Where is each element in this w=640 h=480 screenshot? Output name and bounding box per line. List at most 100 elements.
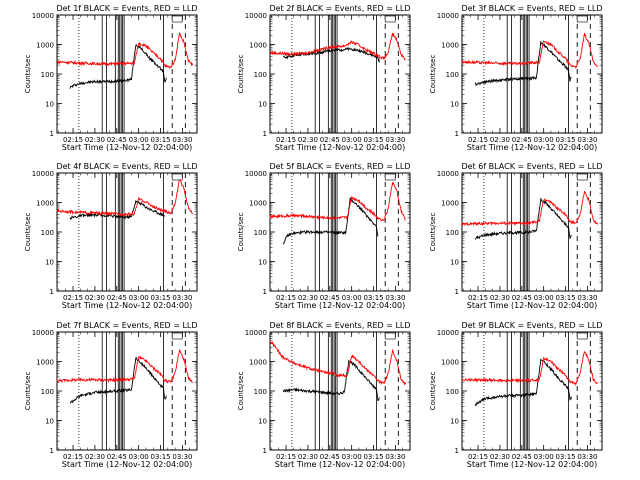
chart-panel-1: Det 1f BLACK = Events, RED = LLD Start Ti… bbox=[24, 4, 198, 152]
y-axis-label: Counts/sec bbox=[237, 213, 245, 252]
y-tick-label: 10 bbox=[45, 259, 54, 267]
x-tick-label: 02:30 bbox=[85, 294, 105, 302]
chart-title: Det 8f BLACK = Events, RED = LLD bbox=[269, 321, 410, 330]
chart-panel-9: Det 9f BLACK = Events, RED = LLD Start Ti… bbox=[429, 321, 603, 469]
saa-marker-box bbox=[171, 15, 183, 23]
x-tick-label: 03:30 bbox=[577, 294, 597, 302]
series-line-lld bbox=[56, 32, 194, 70]
chart-title: Det 3f BLACK = Events, RED = LLD bbox=[461, 4, 602, 13]
x-axis-label: Start Time (12-Nov-12 02:04:00) bbox=[467, 460, 597, 469]
x-tick-label: 03:00 bbox=[342, 136, 362, 144]
x-tick-label: 03:30 bbox=[385, 294, 405, 302]
y-tick-label: 1000 bbox=[441, 200, 459, 208]
y-tick-label: 100 bbox=[254, 388, 267, 396]
x-tick-label: 02:15 bbox=[276, 136, 296, 144]
x-axis-label: Start Time (12-Nov-12 02:04:00) bbox=[467, 301, 597, 310]
y-tick-label: 10 bbox=[450, 418, 459, 426]
series-line-events bbox=[282, 360, 380, 401]
x-tick-label: 02:30 bbox=[490, 136, 510, 144]
x-tick-label: 02:30 bbox=[298, 136, 318, 144]
y-tick-label: 100 bbox=[446, 229, 459, 237]
y-tick-label: 1 bbox=[455, 288, 459, 296]
y-tick-label: 1 bbox=[263, 288, 267, 296]
saa-marker-box bbox=[384, 15, 396, 23]
chart-title: Det 1f BLACK = Events, RED = LLD bbox=[56, 4, 197, 13]
y-tick-label: 1 bbox=[263, 130, 267, 138]
y-tick-label: 10000 bbox=[32, 12, 54, 20]
x-tick-label: 03:15 bbox=[150, 453, 170, 461]
y-tick-label: 10000 bbox=[32, 170, 54, 178]
saa-marker-box bbox=[171, 332, 183, 340]
x-tick-label: 03:30 bbox=[172, 136, 192, 144]
y-tick-label: 1 bbox=[50, 447, 54, 455]
y-tick-label: 10 bbox=[450, 101, 459, 109]
y-tick-label: 10000 bbox=[437, 329, 459, 337]
x-tick-label: 03:00 bbox=[129, 294, 149, 302]
x-axis-label: Start Time (12-Nov-12 02:04:00) bbox=[467, 143, 597, 152]
series-line-events bbox=[283, 46, 380, 63]
y-tick-label: 1000 bbox=[249, 359, 267, 367]
x-tick-label: 02:45 bbox=[512, 294, 532, 302]
x-tick-label: 02:15 bbox=[468, 136, 488, 144]
plot-frame bbox=[461, 331, 603, 451]
series-line-lld bbox=[56, 179, 194, 217]
y-tick-label: 1 bbox=[263, 447, 267, 455]
y-tick-label: 100 bbox=[446, 388, 459, 396]
series-line-events bbox=[474, 197, 572, 240]
y-tick-label: 1000 bbox=[36, 200, 54, 208]
chart-title: Det 7f BLACK = Events, RED = LLD bbox=[56, 321, 197, 330]
x-tick-label: 03:30 bbox=[385, 136, 405, 144]
plot-frame bbox=[56, 14, 198, 134]
plot-frame bbox=[461, 14, 603, 134]
series-line-events bbox=[474, 41, 572, 87]
y-axis-label: Counts/sec bbox=[24, 55, 32, 94]
y-tick-label: 100 bbox=[41, 229, 54, 237]
y-tick-label: 1000 bbox=[36, 359, 54, 367]
x-tick-label: 03:30 bbox=[577, 453, 597, 461]
y-tick-label: 100 bbox=[446, 71, 459, 79]
x-tick-label: 02:45 bbox=[512, 453, 532, 461]
x-tick-label: 03:15 bbox=[555, 453, 575, 461]
x-tick-label: 02:30 bbox=[85, 136, 105, 144]
x-tick-label: 02:15 bbox=[468, 294, 488, 302]
y-tick-label: 1 bbox=[50, 130, 54, 138]
chart-panel-4: Det 4f BLACK = Events, RED = LLD Start Ti… bbox=[24, 162, 198, 310]
y-tick-label: 100 bbox=[41, 388, 54, 396]
saa-marker-box bbox=[576, 332, 588, 340]
y-axis-label: Counts/sec bbox=[429, 213, 437, 252]
y-axis-label: Counts/sec bbox=[24, 372, 32, 411]
series-line-events bbox=[69, 356, 167, 404]
x-tick-label: 03:15 bbox=[555, 294, 575, 302]
x-tick-label: 03:15 bbox=[363, 294, 383, 302]
x-tick-label: 02:15 bbox=[63, 294, 83, 302]
y-tick-label: 1 bbox=[455, 130, 459, 138]
y-tick-label: 1000 bbox=[36, 42, 54, 50]
chart-title: Det 2f BLACK = Events, RED = LLD bbox=[269, 4, 410, 13]
x-tick-label: 03:15 bbox=[363, 453, 383, 461]
series-line-events bbox=[69, 43, 167, 89]
x-tick-label: 02:45 bbox=[320, 136, 340, 144]
x-axis-label: Start Time (12-Nov-12 02:04:00) bbox=[62, 301, 192, 310]
x-tick-label: 02:30 bbox=[298, 453, 318, 461]
plot-frame bbox=[56, 172, 198, 292]
y-axis-label: Counts/sec bbox=[429, 372, 437, 411]
x-tick-label: 02:45 bbox=[107, 136, 127, 144]
series-line-lld bbox=[461, 190, 599, 227]
y-tick-label: 10 bbox=[450, 259, 459, 267]
y-tick-label: 10 bbox=[258, 418, 267, 426]
chart-panel-6: Det 6f BLACK = Events, RED = LLD Start Ti… bbox=[429, 162, 603, 310]
y-tick-label: 10000 bbox=[245, 170, 267, 178]
series-line-lld bbox=[56, 349, 193, 384]
x-tick-label: 02:45 bbox=[107, 453, 127, 461]
x-tick-label: 03:30 bbox=[385, 453, 405, 461]
y-tick-label: 10 bbox=[45, 101, 54, 109]
y-tick-label: 1 bbox=[455, 447, 459, 455]
x-tick-label: 03:00 bbox=[342, 453, 362, 461]
y-tick-label: 10 bbox=[45, 418, 54, 426]
chart-title: Det 6f BLACK = Events, RED = LLD bbox=[461, 162, 602, 171]
x-tick-label: 03:00 bbox=[129, 136, 149, 144]
y-tick-label: 10000 bbox=[245, 12, 267, 20]
series-line-lld bbox=[269, 182, 406, 222]
y-tick-label: 10 bbox=[258, 101, 267, 109]
